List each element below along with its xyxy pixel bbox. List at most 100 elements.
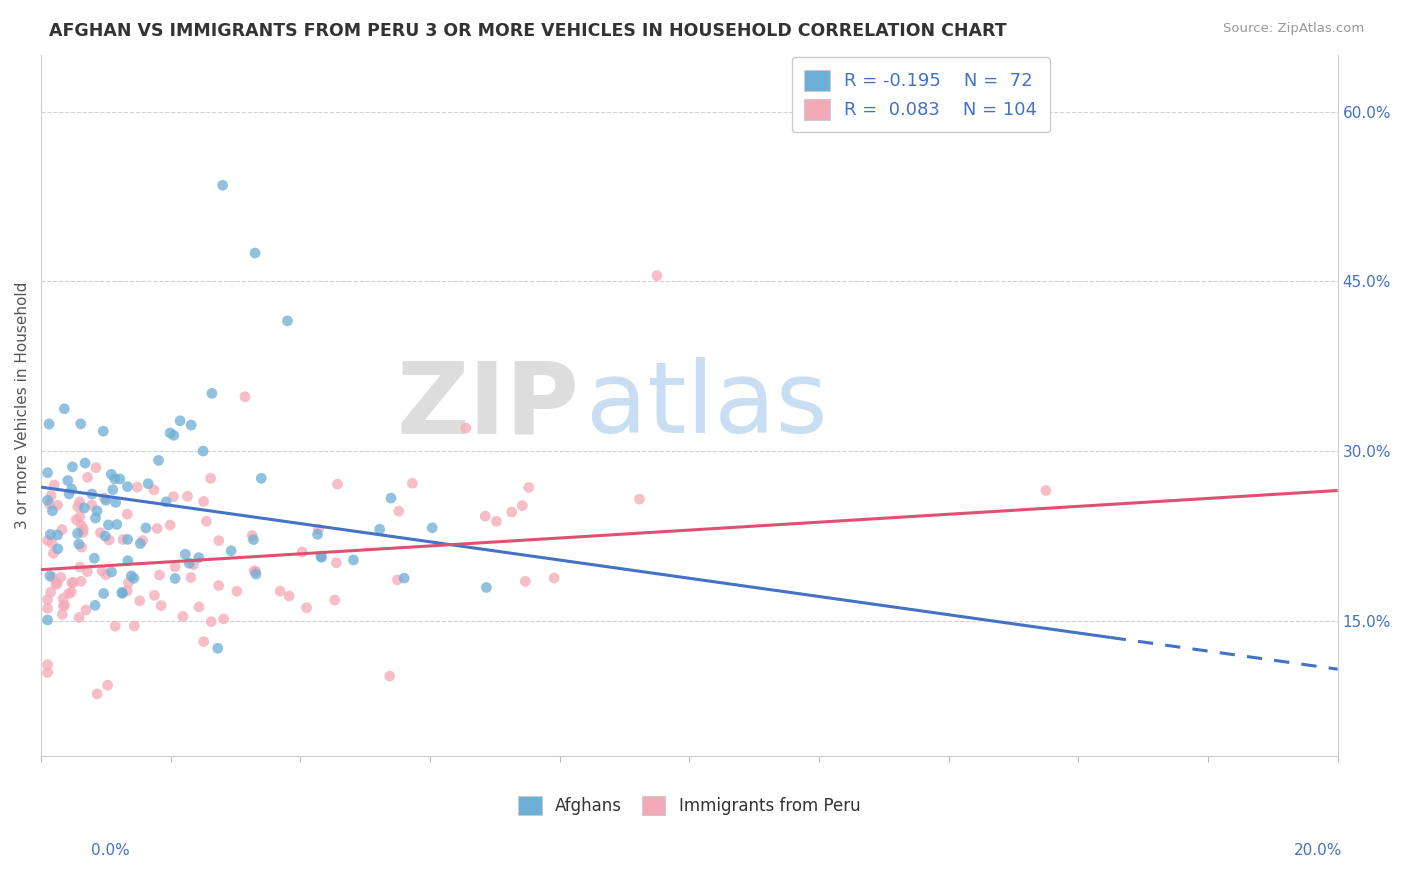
Point: [311, 550, 333, 565]
Point: [104, 472, 127, 486]
Point: [38, 417, 60, 431]
Point: [155, 495, 177, 509]
Point: [176, 489, 198, 503]
Point: [120, 569, 142, 583]
Point: [91, 564, 114, 578]
Point: [105, 517, 128, 532]
Point: [148, 568, 170, 582]
Point: [368, 522, 391, 536]
Point: [41, 536, 63, 550]
Point: [84, 599, 107, 613]
Point: [195, 514, 218, 528]
Point: [517, 481, 540, 495]
Point: [180, 418, 202, 433]
Point: [69, 417, 91, 431]
Point: [207, 641, 229, 656]
Point: [183, 558, 205, 572]
Point: [83, 551, 105, 566]
Point: [46, 498, 69, 512]
Point: [245, 567, 267, 582]
Point: [100, 467, 122, 482]
Point: [37, 592, 59, 607]
Point: [108, 472, 131, 486]
Point: [37, 657, 59, 672]
Point: [628, 492, 651, 507]
Point: [52, 599, 75, 613]
Point: [49, 570, 72, 584]
Point: [53, 401, 76, 416]
Point: [159, 518, 181, 533]
Point: [41, 504, 63, 518]
Point: [162, 490, 184, 504]
Point: [46, 528, 69, 542]
Point: [111, 586, 134, 600]
Point: [76, 470, 98, 484]
Point: [65, 513, 87, 527]
Point: [131, 533, 153, 548]
Point: [323, 593, 346, 607]
Point: [233, 390, 256, 404]
Point: [117, 507, 139, 521]
Point: [148, 453, 170, 467]
Text: AFGHAN VS IMMIGRANTS FROM PERU 3 OR MORE VEHICLES IN HOUSEHOLD CORRELATION CHART: AFGHAN VS IMMIGRANTS FROM PERU 3 OR MORE…: [49, 22, 1007, 40]
Point: [485, 514, 508, 528]
Legend: Afghans, Immigrants from Peru: Afghans, Immigrants from Peru: [509, 786, 870, 825]
Point: [291, 545, 314, 559]
Point: [67, 537, 90, 551]
Point: [69, 560, 91, 574]
Point: [45, 577, 67, 591]
Point: [66, 500, 89, 514]
Point: [387, 573, 409, 587]
Point: [174, 547, 197, 561]
Point: [93, 491, 115, 506]
Point: [37, 493, 59, 508]
Point: [243, 564, 266, 578]
Point: [73, 500, 96, 515]
Point: [115, 583, 138, 598]
Point: [325, 556, 347, 570]
Point: [501, 505, 523, 519]
Point: [165, 559, 187, 574]
Point: [117, 554, 139, 568]
Point: [380, 491, 402, 505]
Point: [53, 598, 76, 612]
Point: [97, 678, 120, 692]
Point: [37, 466, 59, 480]
Point: [80, 487, 103, 501]
Point: [58, 587, 80, 601]
Point: [510, 499, 533, 513]
Point: [91, 424, 114, 438]
Point: [75, 603, 97, 617]
Point: [392, 571, 415, 585]
Point: [56, 474, 79, 488]
Point: [201, 386, 224, 401]
Point: [200, 471, 222, 485]
Point: [326, 477, 349, 491]
Point: [38, 569, 60, 583]
Point: [188, 599, 211, 614]
Point: [94, 493, 117, 508]
Point: [128, 594, 150, 608]
Point: [208, 578, 231, 592]
Point: [117, 480, 139, 494]
Point: [136, 476, 159, 491]
Point: [97, 517, 120, 532]
Point: [101, 483, 124, 497]
Point: [143, 588, 166, 602]
Point: [60, 585, 83, 599]
Point: [60, 459, 83, 474]
Point: [100, 565, 122, 579]
Point: [37, 533, 59, 548]
Point: [278, 589, 301, 603]
Text: 0.0%: 0.0%: [91, 843, 131, 858]
Point: [39, 489, 62, 503]
Point: [146, 521, 169, 535]
Point: [93, 586, 115, 600]
Point: [117, 575, 139, 590]
Point: [342, 553, 364, 567]
Point: [180, 570, 202, 584]
Point: [179, 556, 201, 570]
Point: [212, 612, 235, 626]
Point: [645, 268, 668, 283]
Point: [75, 456, 97, 470]
